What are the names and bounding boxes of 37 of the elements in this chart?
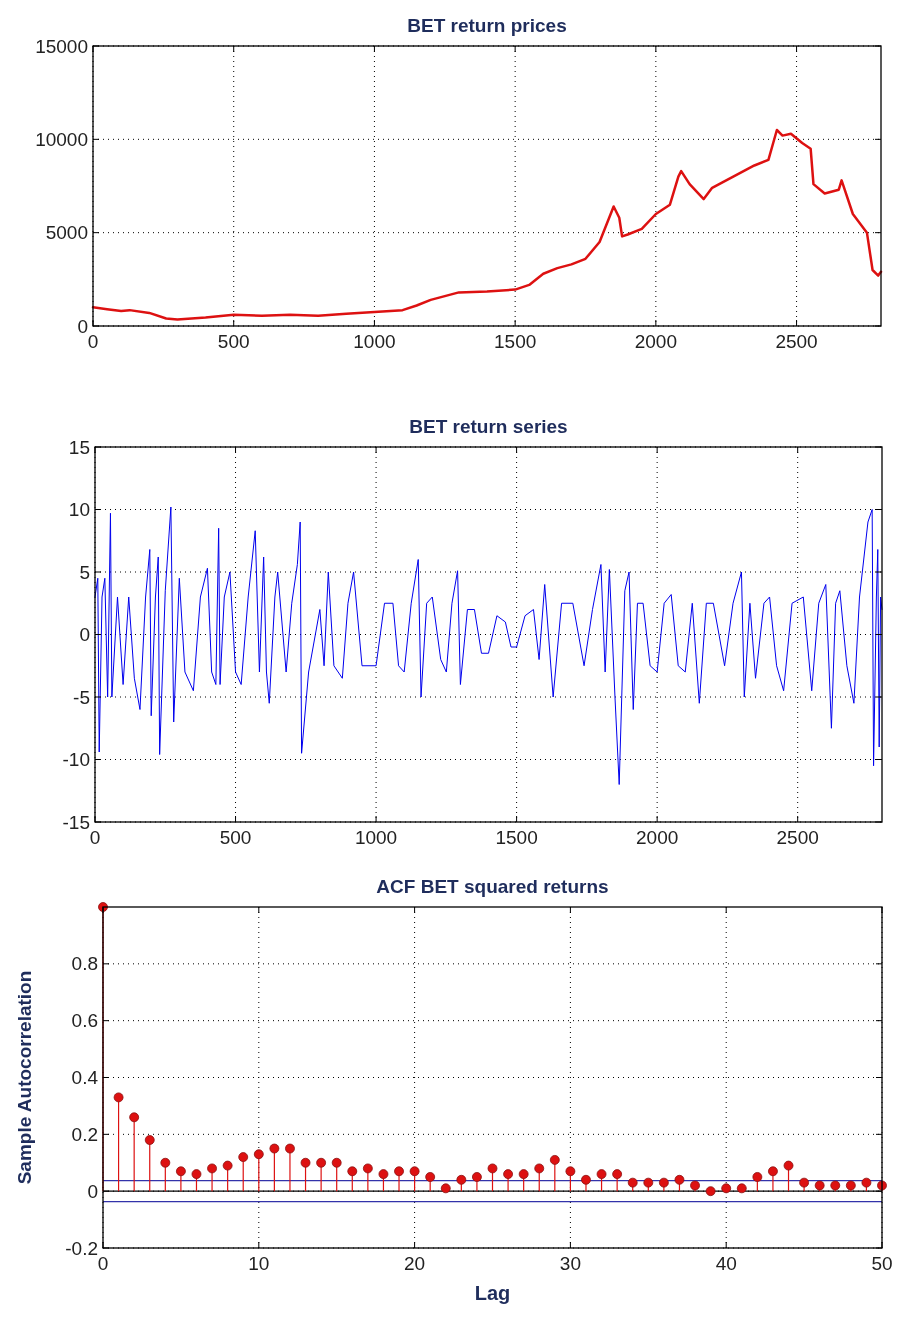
- y-tick-label: 0.8: [71, 953, 98, 975]
- x-axis-title: Lag: [474, 1282, 511, 1304]
- x-tick-label: 500: [219, 827, 252, 848]
- x-tick-label: 1500: [494, 331, 537, 352]
- x-tick-label: 40: [715, 1253, 737, 1274]
- x-tick-label: 20: [404, 1253, 426, 1274]
- y-tick-label: 15000: [35, 35, 88, 57]
- y-tick-label: 0.4: [71, 1067, 99, 1089]
- x-tick-label: 1000: [354, 827, 398, 848]
- x-tick-label: 50: [871, 1253, 893, 1274]
- x-tick-label: 1500: [495, 827, 538, 848]
- y-tick-label: 10: [68, 499, 90, 521]
- y-tick-label: -15: [62, 811, 90, 833]
- y-tick-label: 15: [68, 436, 90, 458]
- y-tick-label: 10000: [35, 128, 88, 150]
- y-tick-label: -0.2: [65, 1237, 98, 1259]
- x-tick-label: 2500: [776, 827, 819, 848]
- y-tick-label: 0: [87, 1180, 98, 1202]
- x-tick-label: 500: [217, 331, 250, 352]
- chart-title: ACF BET squared returns: [376, 876, 609, 897]
- y-tick-label: -5: [73, 686, 90, 708]
- chart-title: BET return prices: [407, 15, 567, 36]
- y-tick-label: 0: [77, 315, 88, 337]
- y-tick-label: 0: [79, 624, 90, 646]
- x-tick-label: 1000: [353, 331, 396, 352]
- x-tick-label: 2000: [636, 827, 679, 848]
- x-tick-label: 2500: [775, 331, 818, 352]
- y-tick-label: 5: [79, 561, 90, 583]
- y-tick-label: 0.6: [71, 1010, 98, 1032]
- x-tick-label: 30: [559, 1253, 581, 1274]
- y-tick-label: -10: [62, 749, 90, 771]
- y-tick-label: 5000: [45, 222, 88, 244]
- chart-title: BET return series: [409, 416, 568, 437]
- x-tick-label: 10: [248, 1253, 270, 1274]
- y-tick-label: 0.2: [71, 1123, 98, 1145]
- x-tick-label: 2000: [634, 331, 677, 352]
- y-axis-title: Sample Autocorrelation: [14, 970, 35, 1185]
